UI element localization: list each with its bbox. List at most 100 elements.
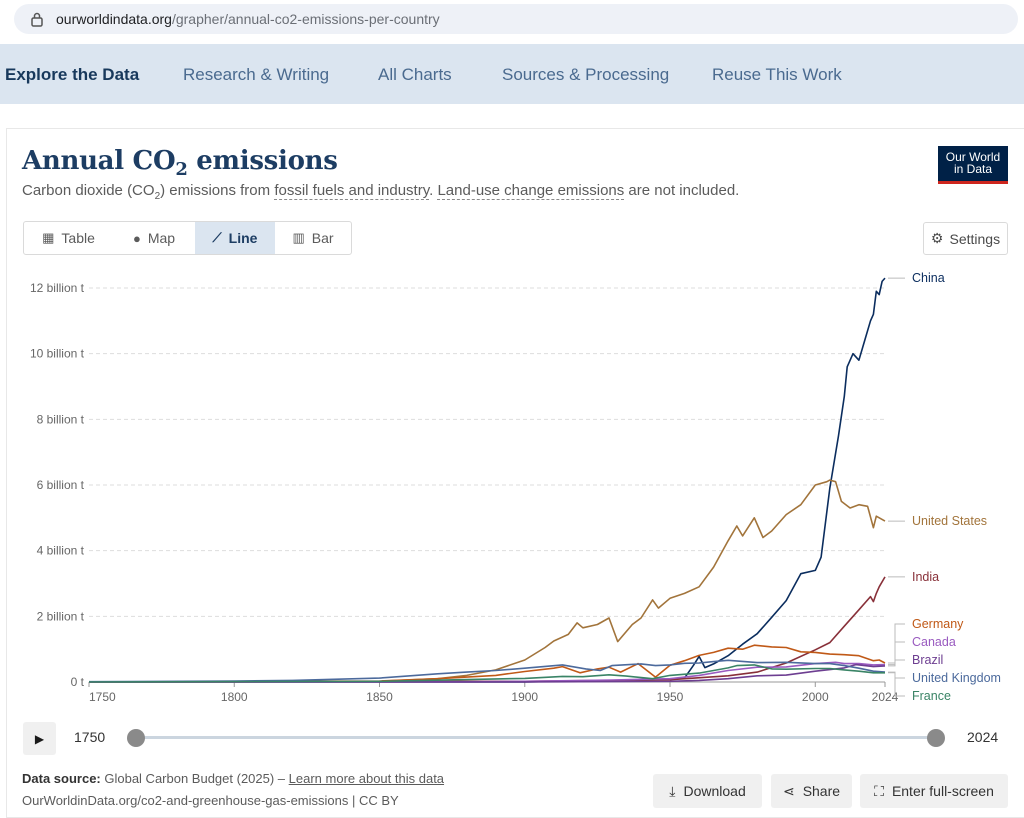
series-line-china bbox=[89, 277, 886, 683]
fossil-fuels-link[interactable]: fossil fuels and industry bbox=[274, 182, 430, 200]
series-label-united-states: United States bbox=[912, 514, 987, 528]
series-line-canada bbox=[88, 661, 886, 683]
y-tick-label: 12 billion t bbox=[30, 281, 85, 295]
y-tick-label: 0 t bbox=[71, 675, 85, 689]
subtitle-subscript: 2 bbox=[154, 191, 161, 202]
y-tick-label: 6 billion t bbox=[37, 478, 85, 492]
timeline-start-handle[interactable] bbox=[127, 729, 145, 747]
share-icon: ⋖ bbox=[782, 782, 795, 799]
x-tick-label: 2000 bbox=[802, 690, 829, 704]
series-label-canada: Canada bbox=[912, 635, 956, 649]
download-label: Download bbox=[683, 783, 746, 799]
source-label: Data source: bbox=[22, 771, 101, 786]
title-subscript: 2 bbox=[175, 159, 188, 181]
gear-icon: ⚙ bbox=[930, 230, 944, 246]
url-path: /grapher/annual-co2-emissions-per-countr… bbox=[171, 11, 440, 27]
url-host: ourworldindata.org bbox=[56, 11, 172, 27]
tab-map[interactable]: ● Map bbox=[113, 222, 195, 254]
download-icon: ⤓ bbox=[669, 782, 676, 799]
timeline-start-label: 1750 bbox=[74, 729, 106, 745]
site-nav: Explore the Data Research & Writing All … bbox=[0, 44, 1024, 104]
tab-table[interactable]: ▦ Table bbox=[24, 222, 113, 254]
learn-more-link[interactable]: Learn more about this data bbox=[288, 771, 445, 786]
x-tick-label: 1950 bbox=[657, 690, 684, 704]
x-tick-label: 1750 bbox=[89, 690, 116, 704]
series-line-india bbox=[88, 576, 886, 683]
x-tick-label: 1800 bbox=[221, 690, 248, 704]
nav-explore-the-data[interactable]: Explore the Data bbox=[5, 65, 140, 84]
subtitle-part-a: Carbon dioxide (CO bbox=[22, 182, 155, 199]
chart-subtitle: Carbon dioxide (CO2) emissions from foss… bbox=[22, 182, 739, 202]
chart-card bbox=[6, 128, 1024, 818]
view-tabs: ▦ Table ● Map ⟋ Line ▥ Bar bbox=[23, 221, 352, 255]
y-tick-label: 2 billion t bbox=[37, 609, 85, 623]
series-line-brazil bbox=[88, 663, 886, 683]
label-connector-brazil bbox=[888, 659, 905, 667]
nav-all-charts[interactable]: All Charts bbox=[378, 65, 452, 84]
line-chart: 0 t 2 billion t 4 billion t 6 billion t 8 bi… bbox=[30, 271, 1001, 704]
subtitle-part-b: ) emissions from bbox=[160, 182, 275, 199]
url-text: ourworldindata.org/grapher/annual-co2-em… bbox=[56, 11, 440, 27]
land-use-link[interactable]: Land-use change emissions bbox=[437, 182, 625, 200]
title-prefix: Annual CO bbox=[22, 146, 176, 176]
y-tick-label: 10 billion t bbox=[30, 347, 85, 361]
label-connector-france bbox=[888, 672, 905, 697]
series-label-india: India bbox=[912, 570, 939, 584]
x-tick-label: 1850 bbox=[366, 690, 393, 704]
y-tick-label: 8 billion t bbox=[37, 412, 85, 426]
bar-chart-icon: ▥ bbox=[292, 230, 305, 245]
play-button[interactable]: ▶ bbox=[23, 722, 56, 755]
y-tick-label: 4 billion t bbox=[37, 544, 85, 558]
tab-line[interactable]: ⟋ Line bbox=[195, 222, 275, 254]
x-tick-label: 1900 bbox=[511, 690, 538, 704]
series-label-united-kingdom: United Kingdom bbox=[912, 671, 1001, 685]
x-tick-label: 2024 bbox=[872, 690, 899, 704]
series-label-china: China bbox=[912, 271, 945, 285]
browser-url-bar: ourworldindata.org/grapher/annual-co2-em… bbox=[0, 0, 1024, 38]
tab-bar[interactable]: ▥ Bar bbox=[275, 222, 351, 254]
tab-bar-label: Bar bbox=[311, 230, 334, 246]
tab-table-label: Table bbox=[61, 230, 95, 246]
source-text: Global Carbon Budget (2025) – bbox=[100, 771, 289, 786]
share-button[interactable]: ⋖ Share bbox=[771, 774, 852, 808]
fullscreen-icon: ⛶ bbox=[874, 782, 884, 799]
series-label-france: France bbox=[912, 689, 951, 703]
chart-title: Annual CO2 emissions bbox=[22, 146, 338, 180]
play-icon: ▶ bbox=[34, 731, 45, 746]
nav-reuse-this-work[interactable]: Reuse This Work bbox=[712, 65, 842, 84]
subtitle-part-d: are not included. bbox=[624, 182, 740, 199]
label-connector-germany bbox=[888, 623, 905, 664]
fullscreen-button[interactable]: ⛶ Enter full-screen bbox=[860, 774, 1008, 808]
timeline-end-handle[interactable] bbox=[927, 729, 945, 747]
series-label-germany: Germany bbox=[912, 617, 964, 631]
logo-line-2: in Data bbox=[953, 162, 993, 176]
series-line-united-states bbox=[88, 479, 886, 683]
nav-sources-processing[interactable]: Sources & Processing bbox=[502, 65, 670, 84]
logo-line-1: Our World bbox=[945, 150, 1001, 164]
table-icon: ▦ bbox=[42, 230, 55, 245]
download-button[interactable]: ⤓ Download bbox=[653, 774, 762, 808]
timeline-end-label: 2024 bbox=[967, 729, 999, 745]
share-label: Share bbox=[802, 783, 841, 799]
tab-line-label: Line bbox=[228, 230, 258, 246]
line-chart-icon: ⟋ bbox=[212, 230, 222, 245]
series-label-brazil: Brazil bbox=[912, 653, 943, 667]
globe-icon: ● bbox=[132, 230, 141, 246]
tab-map-label: Map bbox=[147, 230, 176, 246]
title-suffix: emissions bbox=[187, 146, 338, 176]
timeline-track[interactable] bbox=[136, 736, 936, 739]
data-source: Data source: Global Carbon Budget (2025)… bbox=[22, 771, 444, 786]
address-field[interactable]: ourworldindata.org/grapher/annual-co2-em… bbox=[14, 4, 1018, 34]
series-line-united-kingdom bbox=[88, 659, 886, 683]
nav-research-writing[interactable]: Research & Writing bbox=[183, 65, 330, 84]
series-line-france bbox=[88, 664, 885, 683]
fullscreen-label: Enter full-screen bbox=[891, 783, 994, 799]
lock-icon bbox=[31, 12, 43, 27]
series-line-germany bbox=[88, 644, 886, 683]
subtitle-part-c: . bbox=[429, 182, 438, 199]
label-connector-canada bbox=[888, 641, 905, 666]
owid-logo[interactable]: Our World in Data bbox=[938, 146, 1008, 184]
settings-button[interactable]: ⚙ Settings bbox=[923, 222, 1008, 255]
source-url: OurWorldinData.org/co2-and-greenhouse-ga… bbox=[22, 793, 399, 808]
settings-label: Settings bbox=[949, 230, 1001, 247]
